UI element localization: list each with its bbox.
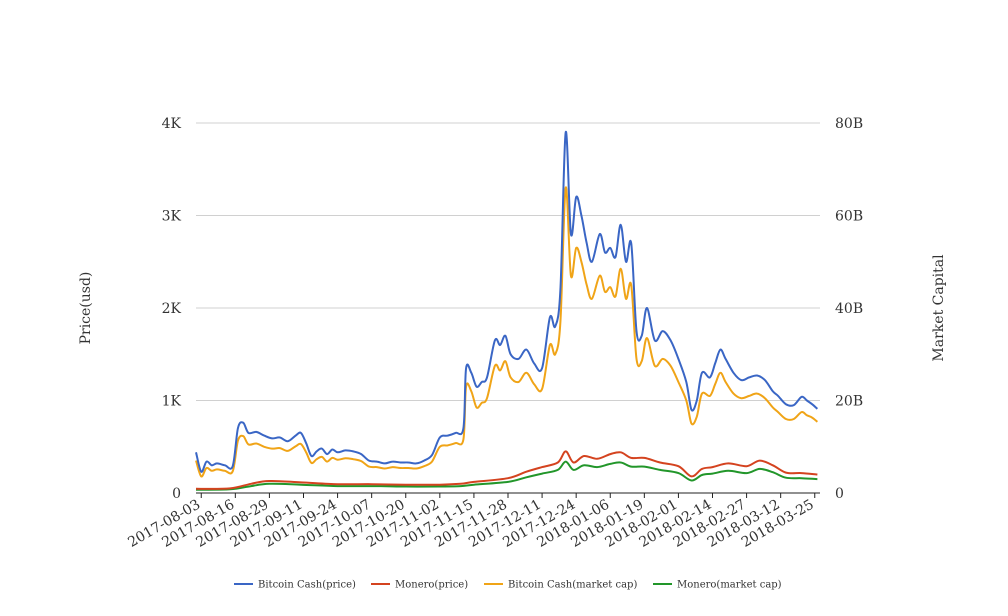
legend-label: Monero(price) bbox=[395, 580, 468, 591]
y-left-tick-label: 2K bbox=[162, 301, 182, 317]
grid-lines bbox=[196, 122, 820, 401]
y-right-tick-label: 40B bbox=[835, 301, 863, 317]
y-left-tick-label: 0 bbox=[172, 486, 181, 502]
legend: Bitcoin Cash(price) Monero(price) Bitcoin … bbox=[234, 580, 782, 591]
y-right-tick-label: 20B bbox=[835, 394, 863, 410]
y-left-tick-label: 1K bbox=[162, 394, 182, 410]
y-right-tick-label: 80B bbox=[835, 116, 863, 132]
y-right-axis-title: Market Capital bbox=[931, 254, 947, 362]
y-left-axis-ticks: 0 1K 2K 3K 4K bbox=[162, 116, 182, 502]
series-line-bitcoin-cash-price bbox=[195, 131, 819, 473]
y-left-axis-title: Price(usd) bbox=[78, 272, 94, 345]
y-right-tick-label: 0 bbox=[835, 486, 844, 502]
y-right-tick-label: 60B bbox=[835, 209, 863, 225]
x-axis-ticks: 2017-08-032017-08-162017-08-292017-09-11… bbox=[125, 493, 817, 551]
legend-label: Bitcoin Cash(price) bbox=[258, 580, 356, 591]
y-left-tick-label: 4K bbox=[162, 116, 182, 132]
series-line-monero-price bbox=[195, 450, 818, 490]
legend-label: Monero(market cap) bbox=[677, 580, 782, 591]
series-line-monero-market-cap bbox=[195, 460, 818, 491]
series-line-bitcoin-cash-market-cap bbox=[195, 186, 819, 478]
y-left-tick-label: 3K bbox=[162, 209, 182, 225]
legend-label: Bitcoin Cash(market cap) bbox=[508, 580, 637, 591]
series-lines bbox=[195, 131, 819, 491]
y-right-axis-ticks: 0 20B 40B 60B 80B bbox=[835, 116, 863, 502]
